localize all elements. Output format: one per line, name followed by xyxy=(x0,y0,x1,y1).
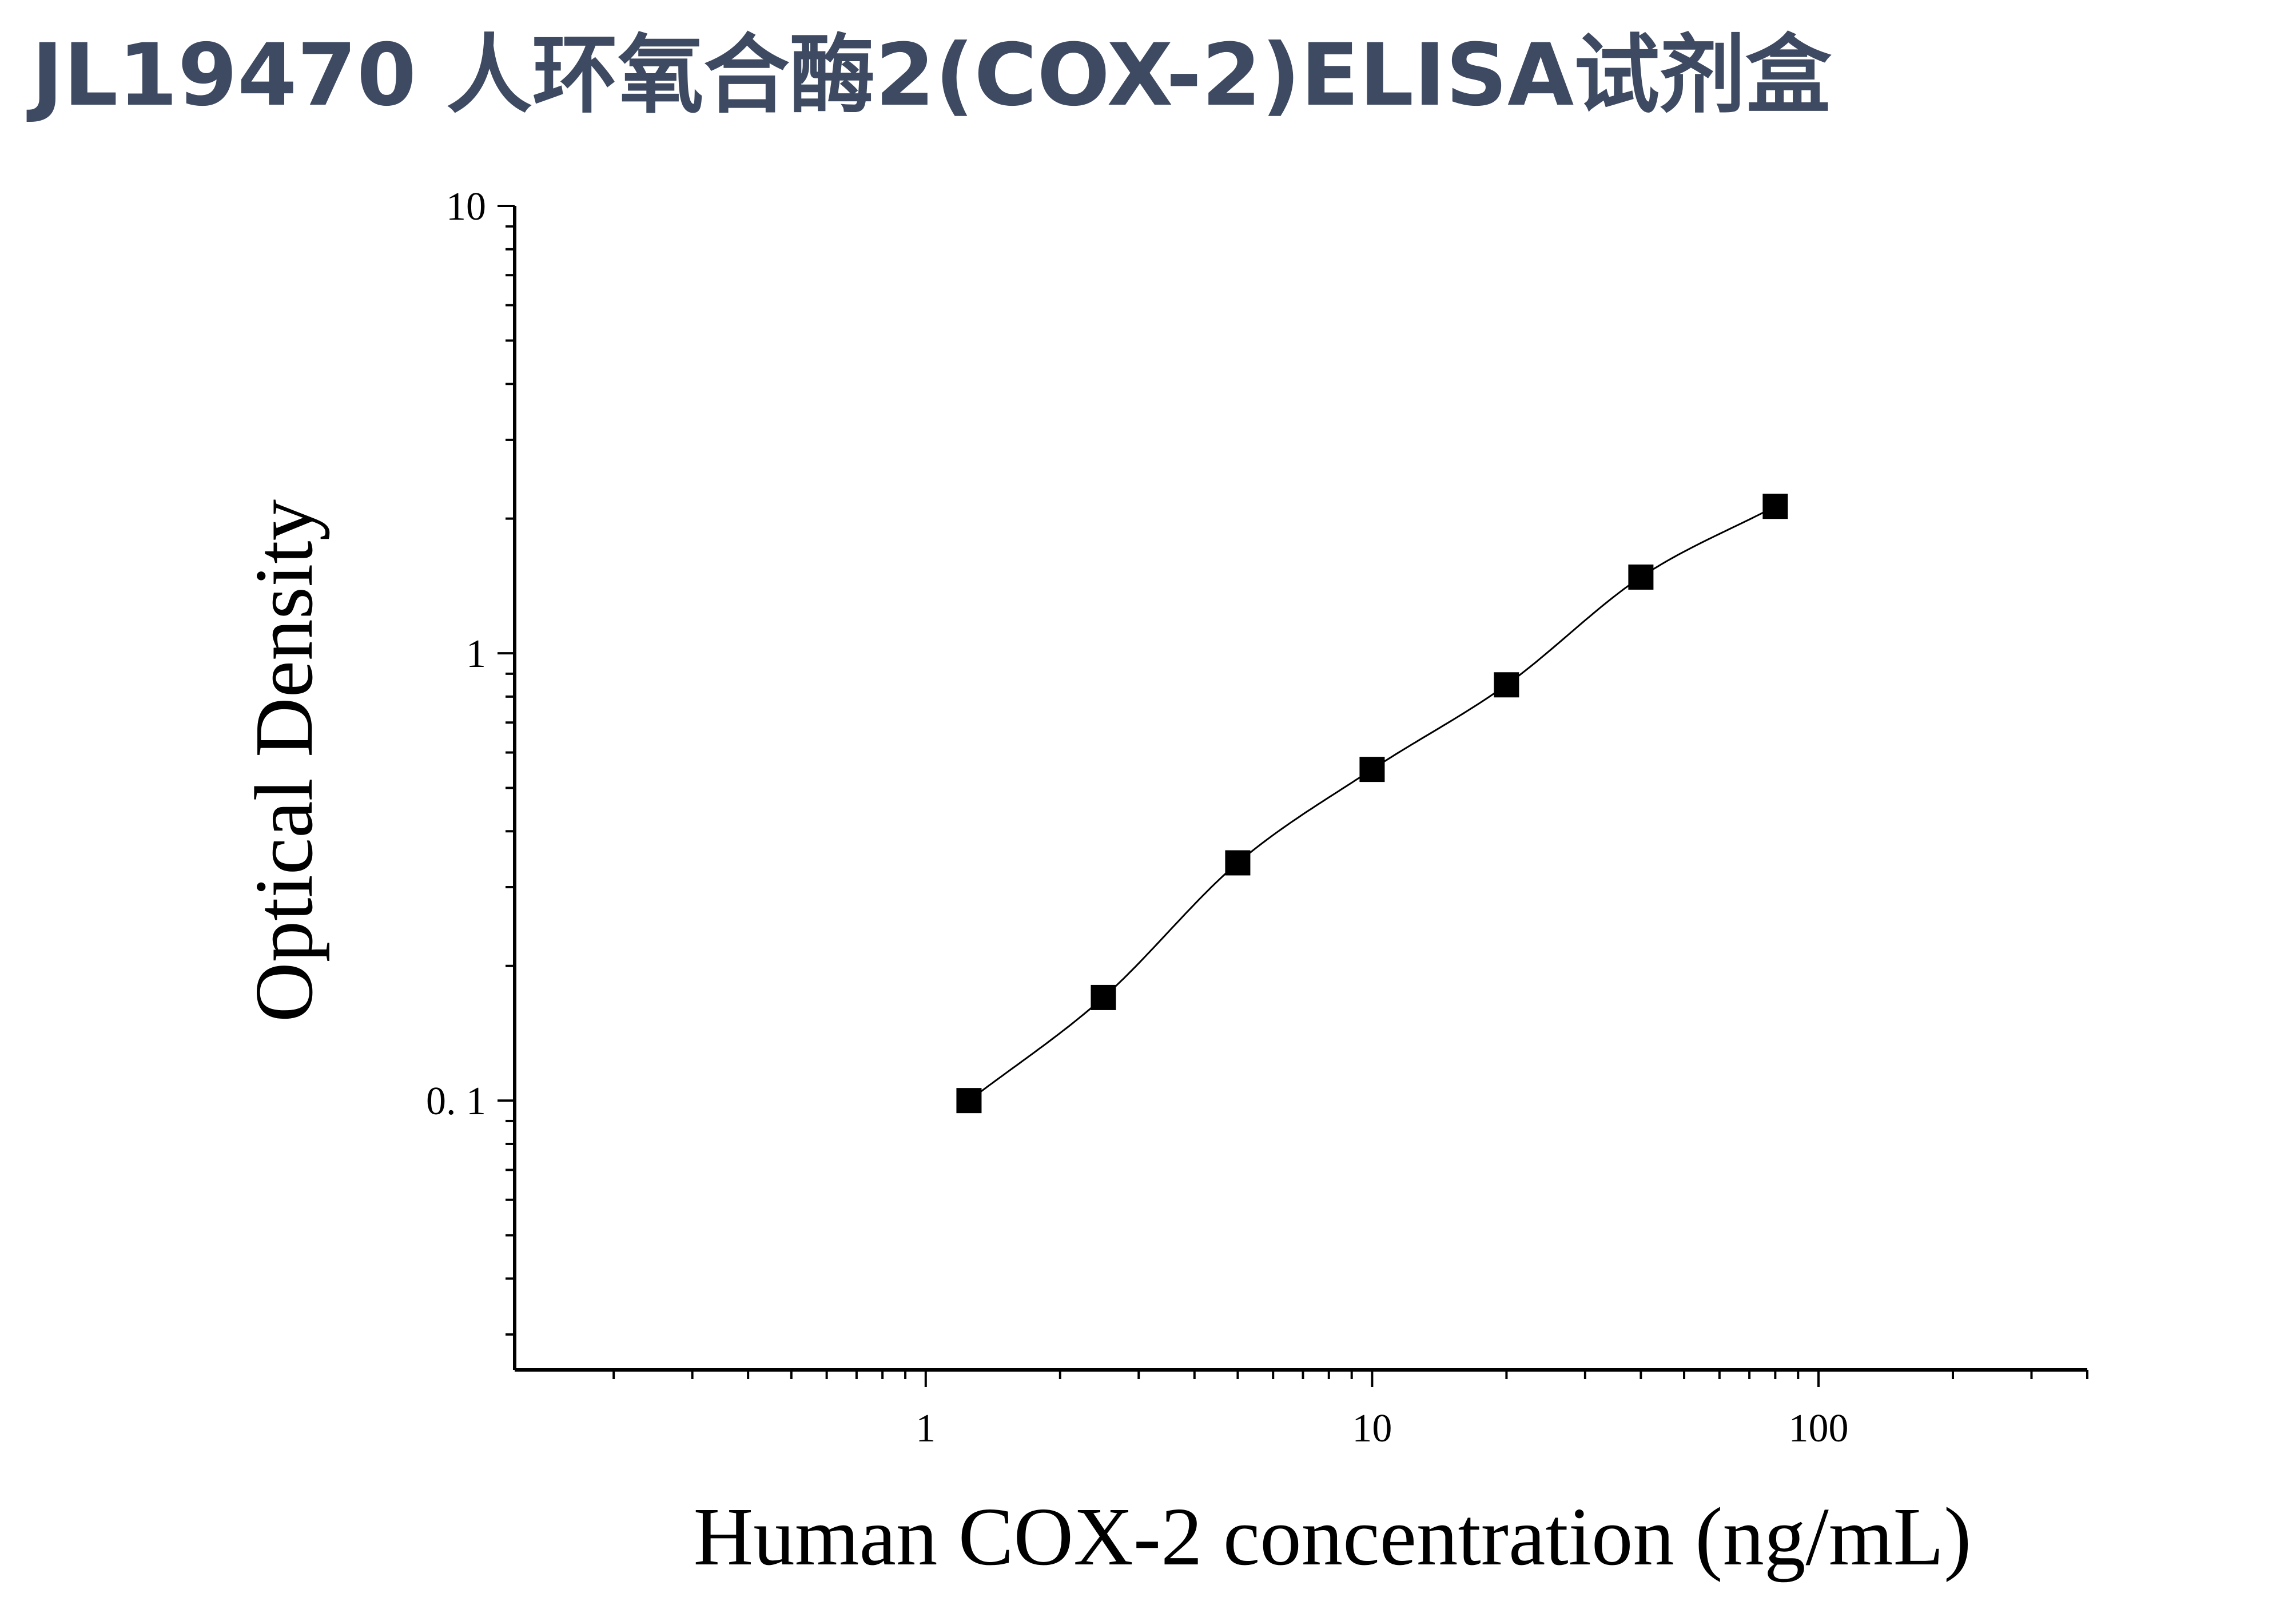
data-point xyxy=(1225,850,1251,876)
y-tick-label: 1 xyxy=(466,632,486,676)
x-axis-title: Human COX-2 concentration (ng/mL) xyxy=(694,1491,1972,1583)
data-point xyxy=(1762,494,1788,519)
fit-curve xyxy=(968,505,1776,1102)
data-point xyxy=(1091,984,1116,1010)
y-tick-label: 0. 1 xyxy=(426,1079,486,1123)
x-tick-label: 10 xyxy=(1352,1407,1392,1451)
x-tick-label: 1 xyxy=(916,1407,936,1451)
data-point xyxy=(1494,672,1519,698)
y-axis-title: Optical Density xyxy=(238,499,330,1022)
y-tick-label: 10 xyxy=(446,185,486,229)
axis-ticks xyxy=(498,205,2088,1387)
x-tick-label: 100 xyxy=(1789,1407,1849,1451)
axes xyxy=(513,206,2087,1372)
data-point xyxy=(956,1088,982,1114)
tick-labels: 1 10 100 0. 1 1 10 xyxy=(426,185,1849,1451)
data-point xyxy=(1359,757,1385,782)
data-points xyxy=(956,494,1788,1114)
page-title: JL19470 人环氧合酶2(COX-2)ELISA试剂盒 xyxy=(31,26,1832,125)
data-point xyxy=(1628,564,1654,590)
